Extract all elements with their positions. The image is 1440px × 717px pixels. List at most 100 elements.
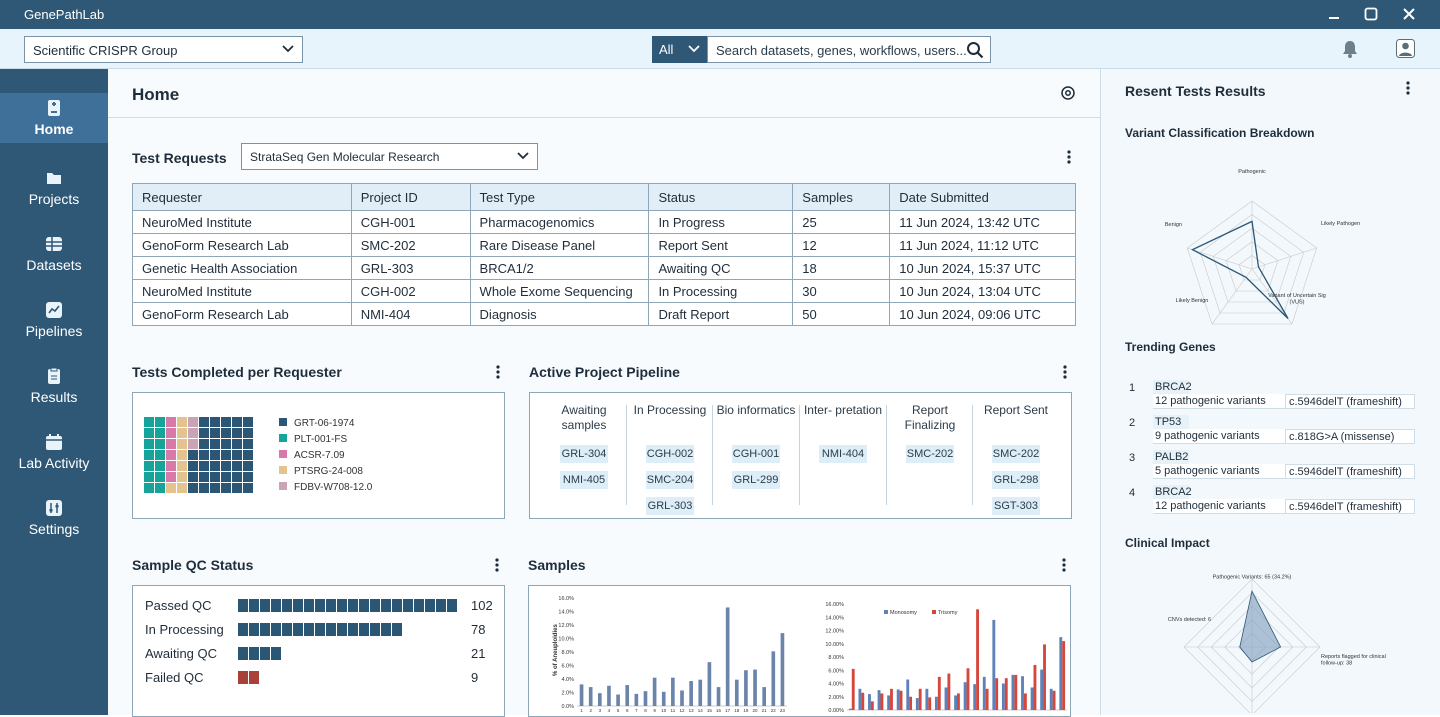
legend-label: Monosomy <box>890 610 917 616</box>
table-row[interactable]: NeuroMed Institute CGH-001 Pharmacogenomic… <box>132 210 1076 234</box>
column-header[interactable]: Test Type <box>469 183 650 211</box>
workspace-select[interactable]: Scientific CRISPR Group <box>24 36 303 63</box>
legend-swatch <box>279 466 287 474</box>
waffle-cell <box>166 461 176 471</box>
nav-label: Datasets <box>26 257 82 273</box>
bar <box>880 693 884 710</box>
more-icon[interactable] <box>494 558 500 572</box>
x-tick-label: 6 <box>626 708 629 713</box>
waffle-cell <box>166 483 176 493</box>
pipeline-project-tag[interactable]: CGH-001 <box>732 445 780 463</box>
bar <box>1062 641 1066 710</box>
table-cell: 25 <box>792 210 891 234</box>
pipeline-project-tag[interactable]: NMI-405 <box>560 471 608 489</box>
bar <box>868 694 871 710</box>
qc-bar-segment <box>326 599 336 612</box>
nav-lab-activity[interactable]: Lab Activity <box>0 433 108 483</box>
column-header[interactable]: Project ID <box>350 183 471 211</box>
pipeline-stage-name: Inter- pretation <box>803 403 883 417</box>
pipeline-project-tag[interactable]: SGT-303 <box>992 497 1040 515</box>
chevron-down-icon <box>517 152 529 160</box>
bar <box>985 688 989 710</box>
pipeline-project-tag[interactable]: GRL-299 <box>732 471 780 489</box>
legend-label: ACSR-7.09 <box>294 450 345 461</box>
waffle-cell <box>210 472 220 482</box>
bar <box>1033 664 1037 710</box>
qc-bar-segment <box>392 599 402 612</box>
column-header[interactable]: Date Submitted <box>889 183 1076 211</box>
radar-label: Variant of Uncertain Sig (VUS) <box>1268 293 1326 306</box>
more-icon[interactable] <box>495 365 501 379</box>
table-row[interactable]: GenoForm Research Lab NMI-404 Diagnosis Dra… <box>132 302 1076 326</box>
qc-bar-segment <box>359 623 369 636</box>
more-icon[interactable] <box>1061 558 1067 572</box>
bar <box>899 690 903 710</box>
search-icon[interactable] <box>966 41 984 59</box>
search-placeholder: Search datasets, genes, workflows, users… <box>716 43 967 58</box>
search-scope-select[interactable]: All <box>652 36 707 63</box>
pipeline-project-tag[interactable]: SMC-204 <box>646 471 694 489</box>
nav-projects[interactable]: Projects <box>0 169 108 219</box>
waffle-cell <box>232 483 242 493</box>
legend-label: PLT-001-FS <box>294 434 348 445</box>
gene-mutation: c.5946delT (frameshift) <box>1285 394 1415 409</box>
bar <box>689 681 693 706</box>
waffle-cell <box>188 417 198 427</box>
bar <box>1001 683 1005 710</box>
waffle-cell <box>243 428 253 438</box>
minimize-icon[interactable] <box>1323 4 1345 24</box>
lab-select[interactable]: StrataSeq Gen Molecular Research <box>241 143 538 170</box>
pipeline-project-tag[interactable]: GRL-303 <box>646 497 694 515</box>
pipeline-project-tag[interactable]: SMC-202 <box>906 445 954 463</box>
table-row[interactable]: Genetic Health Association GRL-303 BRCA1/2… <box>132 256 1076 280</box>
more-icon[interactable] <box>1066 150 1072 164</box>
waffle-cell <box>210 439 220 449</box>
qc-bar-segment <box>348 599 358 612</box>
table-cell: In Processing <box>648 279 794 303</box>
waffle-cell <box>188 461 198 471</box>
bar <box>771 651 776 706</box>
pipeline-project-tag[interactable]: GRL-304 <box>560 445 608 463</box>
more-icon[interactable] <box>1405 81 1411 95</box>
table-row[interactable]: GenoForm Research Lab SMC-202 Rare Disease… <box>132 233 1076 257</box>
pipeline-project-tag[interactable]: CGH-002 <box>646 445 694 463</box>
column-header[interactable]: Requester <box>132 183 352 211</box>
maximize-icon[interactable] <box>1360 4 1382 24</box>
bar <box>1030 687 1034 710</box>
table-row[interactable]: NeuroMed Institute CGH-002 Whole Exome Seq… <box>132 279 1076 303</box>
nav-label: Settings <box>28 521 80 537</box>
pipeline-project-tag[interactable]: SMC-202 <box>992 445 1040 463</box>
bar <box>890 688 893 710</box>
x-tick-label: 21 <box>762 708 768 713</box>
waffle-cell <box>210 483 220 493</box>
right-panel: Resent Tests Results Variant Classificat… <box>1100 69 1440 715</box>
bar <box>1014 674 1018 710</box>
pipeline-project-tag[interactable]: GRL-298 <box>992 471 1040 489</box>
pipeline-divider <box>886 405 887 505</box>
search-input[interactable]: Search datasets, genes, workflows, users… <box>707 36 991 63</box>
nav-results[interactable]: Results <box>0 367 108 417</box>
nav-datasets[interactable]: Datasets <box>0 235 108 285</box>
nav-pipelines[interactable]: Pipelines <box>0 301 108 351</box>
table-cell: Draft Report <box>648 302 794 326</box>
bar <box>1004 678 1008 710</box>
column-header[interactable]: Samples <box>792 183 891 211</box>
pipeline-divider <box>972 405 973 505</box>
more-icon[interactable] <box>1062 365 1068 379</box>
column-header[interactable]: Status <box>648 183 794 211</box>
qc-title: Sample QC Status <box>132 557 254 573</box>
datasets-icon <box>46 237 62 251</box>
nav-settings[interactable]: Settings <box>0 499 108 549</box>
waffle-cell <box>177 439 187 449</box>
user-avatar-icon[interactable] <box>1396 39 1415 58</box>
bar <box>1043 644 1046 710</box>
target-icon[interactable] <box>1060 85 1076 101</box>
qc-value: 102 <box>471 598 493 613</box>
nav-home[interactable]: Home <box>0 93 108 143</box>
bar <box>579 684 584 706</box>
bell-icon[interactable] <box>1341 39 1359 59</box>
waffle-cell <box>221 428 231 438</box>
qc-bar-segment <box>249 623 259 636</box>
close-icon[interactable] <box>1398 4 1420 24</box>
pipeline-project-tag[interactable]: NMI-404 <box>819 445 867 463</box>
